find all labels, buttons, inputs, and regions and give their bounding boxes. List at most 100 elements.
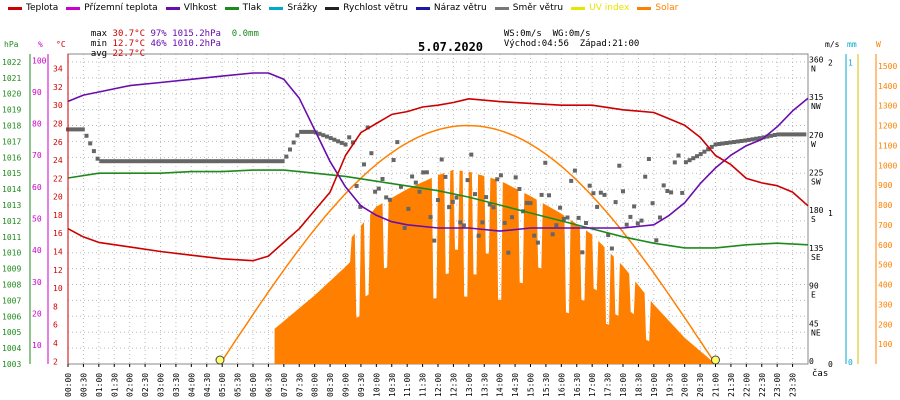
pressure-line xyxy=(67,169,809,249)
wind-direction-point xyxy=(199,159,204,164)
stat-avg-label: avg xyxy=(90,49,108,59)
deg-dir-label: W xyxy=(811,140,816,149)
wind-direction-point xyxy=(558,205,563,210)
wind-direction-point xyxy=(550,232,555,237)
degc-axis-unit: °C xyxy=(56,40,66,49)
x-tick-label: 04:00 xyxy=(187,373,196,397)
wind-direction-point xyxy=(158,159,163,164)
stats-max: max 30.7°C 97% 1015.2hPa 0.0mm xyxy=(80,19,259,39)
hpa-tick-label: 1006 xyxy=(2,312,21,321)
ms-axis-unit: m/s xyxy=(825,40,840,49)
x-tick-label: 05:30 xyxy=(234,373,243,397)
pct-tick-label: 70 xyxy=(32,151,42,160)
wind-direction-point xyxy=(387,197,392,202)
wind-direction-point xyxy=(169,159,174,164)
stat-sunrise: Východ:04:56 xyxy=(503,39,569,49)
x-tick-label: 02:00 xyxy=(126,373,135,397)
x-tick-label: 07:30 xyxy=(295,373,304,397)
wind-direction-point xyxy=(288,147,292,152)
wind-direction-point xyxy=(728,140,733,145)
wind-direction-point xyxy=(239,159,244,164)
wind-direction-point xyxy=(180,159,185,164)
wind-direction-point xyxy=(606,233,611,237)
wind-direction-point xyxy=(465,178,470,183)
wind-direction-point xyxy=(543,160,548,165)
wind-direction-point xyxy=(251,159,255,164)
degc-tick-label: 20 xyxy=(53,193,63,202)
legend-swatch xyxy=(571,6,586,10)
wind-direction-point xyxy=(517,187,522,191)
wind-direction-point xyxy=(476,233,481,238)
wind-direction-point xyxy=(339,140,344,145)
wind-direction-point xyxy=(743,138,748,143)
wind-direction-point xyxy=(276,159,281,164)
hpa-tick-label: 1014 xyxy=(2,185,21,194)
x-tick-label: 10:30 xyxy=(388,373,397,397)
wind-direction-point xyxy=(310,129,315,134)
wind-direction-point xyxy=(84,133,89,138)
wind-direction-point xyxy=(328,136,333,141)
wind-direction-point xyxy=(417,189,422,194)
w-tick-label: 700 xyxy=(878,221,893,230)
legend-item: UV index xyxy=(571,3,629,13)
wind-direction-point xyxy=(184,159,189,164)
legend-item: Náraz větru xyxy=(415,3,487,13)
degc-tick-label: 26 xyxy=(53,138,63,147)
degc-tick-label: 18 xyxy=(53,211,63,220)
wind-direction-point xyxy=(724,141,729,145)
wind-direction-point xyxy=(147,159,152,164)
wind-direction-point xyxy=(188,159,193,164)
legend-swatch xyxy=(269,6,284,10)
wind-direction-point xyxy=(528,201,533,206)
hpa-tick-label: 1016 xyxy=(2,153,21,162)
wind-direction-point xyxy=(373,189,378,194)
ms-tick-label: 1 xyxy=(828,209,833,218)
wind-direction-point xyxy=(754,136,759,141)
wind-direction-point xyxy=(177,159,181,164)
pct-tick-label: 100 xyxy=(32,56,47,65)
x-tick-label: 09:00 xyxy=(342,373,351,397)
wind-direction-point xyxy=(210,159,215,164)
wind-direction-point xyxy=(221,159,226,164)
legend-item: Přízemní teplota xyxy=(66,3,158,13)
legend-swatch xyxy=(325,6,340,10)
wind-direction-point xyxy=(191,159,196,164)
wind-direction-point xyxy=(787,132,792,137)
wind-direction-point xyxy=(443,174,448,179)
wind-direction-point xyxy=(676,153,681,158)
wind-direction-point xyxy=(136,159,141,164)
wind-direction-point xyxy=(750,137,755,142)
x-tick-label: 03:00 xyxy=(157,373,166,397)
hpa-tick-label: 1005 xyxy=(2,328,21,337)
wind-direction-point xyxy=(709,144,714,149)
axes: hPa% °C1022102110201019101810171016101510… xyxy=(2,40,897,369)
wind-direction-point xyxy=(206,159,211,164)
x-tick-label: 18:30 xyxy=(634,373,643,397)
wind-direction-point xyxy=(576,215,581,220)
legend-label: Teplota xyxy=(26,3,59,13)
wind-direction-point xyxy=(291,140,296,145)
wind-direction-point xyxy=(195,159,200,164)
pct-tick-label: 60 xyxy=(32,183,42,192)
wind-direction-point xyxy=(569,178,574,183)
wind-direction-point xyxy=(347,135,352,140)
wind-direction-point xyxy=(254,159,259,164)
wind-direction-point xyxy=(739,139,744,143)
pct-tick-label: 80 xyxy=(32,120,42,129)
x-tick-label: 01:30 xyxy=(110,373,119,397)
wind-direction-point xyxy=(77,127,82,132)
hpa-axis-unit: hPa xyxy=(4,40,19,49)
deg-tick-label: 270 xyxy=(809,131,824,140)
w-tick-label: 900 xyxy=(878,181,893,190)
wind-direction-point xyxy=(332,137,337,142)
wind-direction-point xyxy=(802,132,807,137)
deg-dir-label: E xyxy=(811,291,816,300)
deg-tick-label: 180 xyxy=(809,206,824,215)
x-tick-label: 23:30 xyxy=(789,373,798,397)
w-axis-unit: W xyxy=(876,40,881,49)
wind-direction-point xyxy=(524,200,529,205)
w-tick-label: 1500 xyxy=(878,62,897,71)
w-tick-label: 100 xyxy=(878,340,893,349)
legend-item: Směr větru xyxy=(494,3,563,13)
stats-avg: avg 22.7°C xyxy=(80,39,145,59)
